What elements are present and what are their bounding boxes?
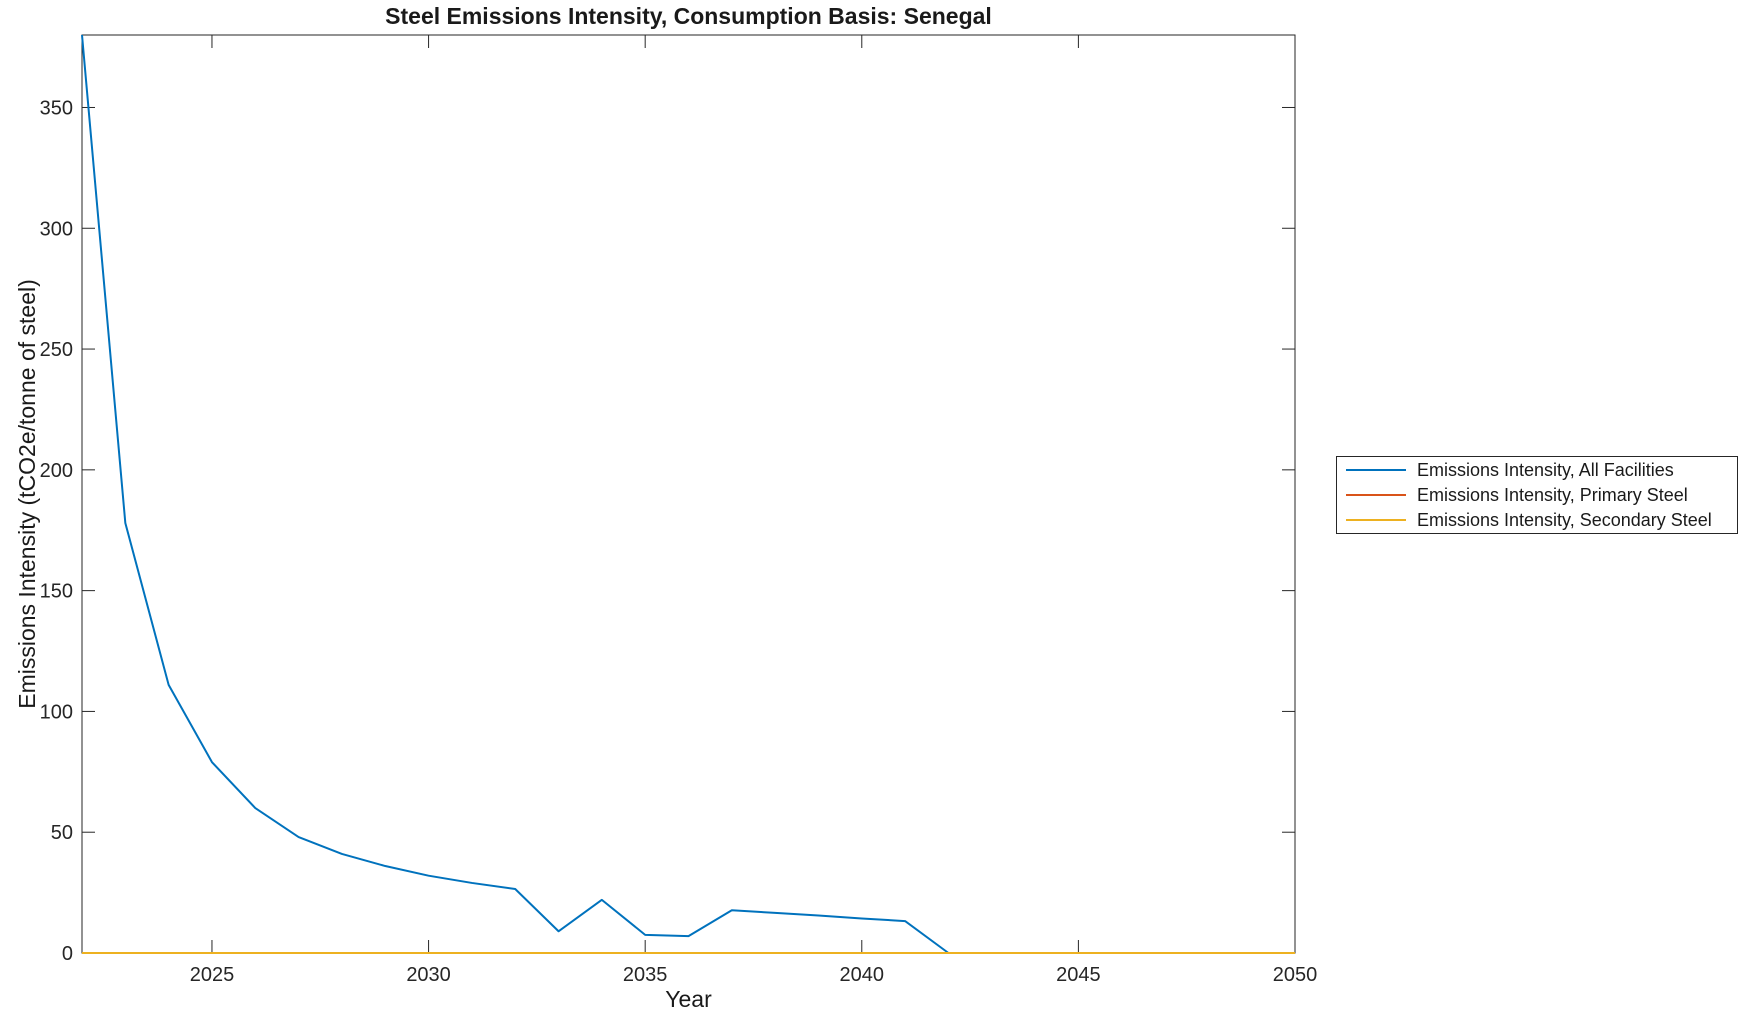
legend-line-sample-primary-steel bbox=[1346, 494, 1406, 496]
y-tick-label: 0 bbox=[62, 943, 73, 965]
legend-line-sample-all-facilities bbox=[1346, 469, 1406, 471]
plot-frame bbox=[81, 34, 1296, 954]
y-tick-label: 50 bbox=[51, 822, 73, 844]
y-tick-label: 150 bbox=[40, 581, 73, 603]
legend-label: Emissions Intensity, Secondary Steel bbox=[1417, 509, 1712, 530]
x-tick-label: 2050 bbox=[1273, 964, 1318, 986]
legend-item: Emissions Intensity, Secondary Steel bbox=[1337, 508, 1737, 533]
x-tick-label: 2025 bbox=[190, 964, 235, 986]
legend-line-sample-secondary-steel bbox=[1346, 519, 1406, 521]
y-tick-label: 300 bbox=[40, 218, 73, 240]
y-tick-label: 100 bbox=[40, 701, 73, 723]
legend-item: Emissions Intensity, Primary Steel bbox=[1337, 483, 1737, 508]
y-tick-label: 250 bbox=[40, 339, 73, 361]
x-tick-label: 2040 bbox=[840, 964, 885, 986]
x-tick-label: 2035 bbox=[623, 964, 668, 986]
x-tick-label: 2030 bbox=[406, 964, 451, 986]
chart-title: Steel Emissions Intensity, Consumption B… bbox=[385, 3, 992, 29]
series-line-0 bbox=[81, 34, 1295, 954]
y-tick-label: 350 bbox=[40, 97, 73, 119]
legend-label: Emissions Intensity, Primary Steel bbox=[1417, 484, 1688, 505]
legend-item: Emissions Intensity, All Facilities bbox=[1337, 458, 1737, 483]
x-axis-label: Year bbox=[665, 986, 712, 1012]
x-tick-label: 2045 bbox=[1056, 964, 1101, 986]
legend-label: Emissions Intensity, All Facilities bbox=[1417, 459, 1674, 480]
y-tick-label: 200 bbox=[40, 460, 73, 482]
legend: Emissions Intensity, All Facilities Emis… bbox=[1336, 456, 1738, 534]
